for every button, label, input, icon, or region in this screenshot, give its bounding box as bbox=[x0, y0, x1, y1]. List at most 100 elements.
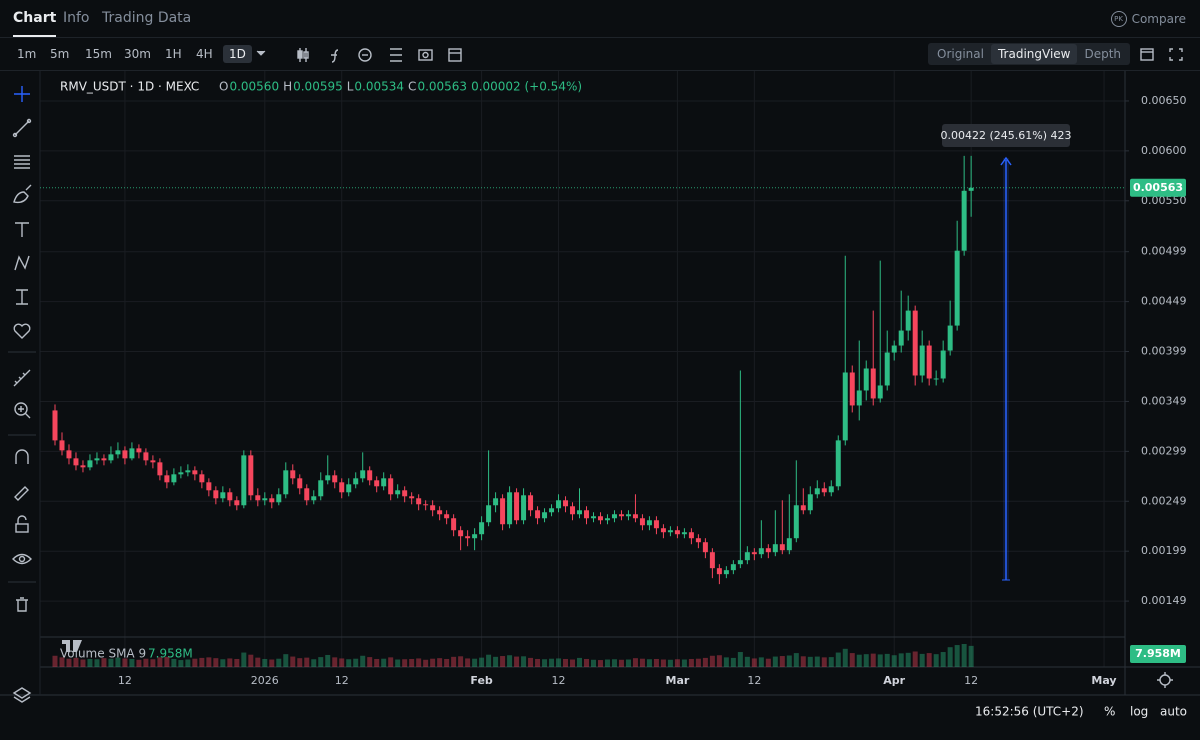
layout-icon[interactable] bbox=[1140, 48, 1154, 61]
ruler-tool[interactable] bbox=[13, 369, 31, 387]
candle-body bbox=[744, 552, 750, 561]
indicator-icon[interactable] bbox=[331, 49, 339, 63]
volume-bar bbox=[150, 659, 156, 667]
auto-option[interactable]: auto bbox=[1160, 705, 1187, 719]
volume-bar bbox=[297, 658, 303, 667]
y-tick-label: 0.00199 bbox=[1141, 544, 1187, 557]
volume-bar bbox=[108, 658, 114, 667]
candle-body bbox=[563, 500, 569, 507]
lock-tool[interactable] bbox=[15, 515, 29, 533]
screenshot-icon[interactable] bbox=[418, 49, 433, 61]
volume-bar bbox=[744, 656, 750, 667]
settings-icon[interactable] bbox=[1157, 672, 1173, 688]
volume-bar bbox=[262, 658, 268, 667]
zoom-tool[interactable] bbox=[14, 402, 31, 419]
candle-body bbox=[339, 482, 345, 493]
volume-bar bbox=[779, 656, 785, 667]
ohlc-legend: O 0.00560 H 0.00595 L 0.00534 C 0.00563 0.00002 … bbox=[219, 80, 582, 94]
candle-type-icon[interactable] bbox=[297, 48, 309, 62]
interval[interactable]: 4H bbox=[196, 47, 213, 61]
volume-bar bbox=[444, 658, 450, 667]
candle-body bbox=[947, 325, 953, 351]
volume-sma-box-label: 7.958M bbox=[1135, 647, 1181, 660]
volume-bar bbox=[584, 658, 589, 667]
text-tool[interactable] bbox=[15, 222, 29, 237]
interval[interactable]: 1D bbox=[223, 45, 252, 63]
candle-body bbox=[164, 475, 170, 483]
crosshair-tool[interactable] bbox=[14, 86, 30, 102]
interval[interactable]: 30m bbox=[124, 47, 151, 61]
visibility-tool[interactable] bbox=[12, 553, 32, 565]
favorite-tool[interactable] bbox=[13, 323, 31, 339]
volume-bar bbox=[374, 658, 380, 667]
candle-body bbox=[234, 500, 240, 506]
view[interactable]: Depth bbox=[1084, 47, 1122, 61]
interval[interactable]: 15m bbox=[85, 47, 112, 61]
volume-bar bbox=[800, 656, 806, 667]
x-tick-label: May bbox=[1091, 674, 1116, 687]
magnet-tool[interactable] bbox=[15, 449, 29, 464]
toolbar-icons bbox=[256, 48, 462, 63]
volume-bar bbox=[290, 656, 296, 667]
volume-bar bbox=[688, 658, 694, 667]
view[interactable]: TradingView bbox=[990, 44, 1078, 64]
candle-body bbox=[87, 460, 93, 468]
compare-button[interactable]: PK Compare bbox=[1110, 11, 1186, 27]
volume-bar bbox=[835, 652, 841, 667]
candle-body bbox=[905, 310, 911, 331]
fullscreen-icon[interactable] bbox=[1169, 48, 1183, 61]
volume-bar bbox=[597, 660, 603, 667]
brush-tool[interactable] bbox=[13, 184, 32, 204]
volume-bar bbox=[891, 655, 897, 667]
tab[interactable]: Trading Data bbox=[102, 10, 192, 26]
settings-list-icon[interactable] bbox=[390, 48, 402, 62]
volume-bar bbox=[220, 659, 226, 667]
volume-bar bbox=[409, 658, 415, 667]
fib-tool[interactable] bbox=[14, 155, 30, 169]
candle-body bbox=[402, 490, 408, 497]
candle-body bbox=[521, 495, 527, 521]
candle-body bbox=[122, 450, 128, 459]
view[interactable]: Original bbox=[937, 47, 984, 61]
pattern-tool[interactable] bbox=[14, 255, 30, 271]
top-tabs: Chart Info Trading Data PK Compare bbox=[0, 0, 1200, 38]
volume-bar bbox=[80, 659, 86, 667]
candle-body bbox=[695, 538, 701, 543]
volume-bar bbox=[304, 657, 310, 667]
volume-bar bbox=[136, 659, 142, 667]
volume-bar bbox=[877, 654, 883, 667]
candle-body bbox=[660, 528, 666, 533]
log-option[interactable]: log bbox=[1130, 705, 1148, 719]
candle-body bbox=[681, 532, 687, 535]
candle-body bbox=[269, 498, 275, 503]
delete-tool[interactable] bbox=[16, 597, 28, 612]
layers-tool[interactable] bbox=[12, 687, 32, 703]
tab[interactable]: Chart bbox=[13, 10, 57, 37]
candle-body bbox=[646, 520, 652, 526]
line-tool[interactable] bbox=[12, 118, 32, 138]
volume-bar bbox=[255, 657, 261, 667]
volume-bar bbox=[486, 654, 492, 667]
candle-body bbox=[486, 505, 492, 523]
interval[interactable]: 1H bbox=[165, 47, 182, 61]
calendar-icon[interactable] bbox=[448, 48, 462, 62]
volume-bar bbox=[577, 657, 583, 667]
measure-tool-icon[interactable] bbox=[16, 289, 28, 305]
tab[interactable]: Info bbox=[63, 10, 90, 26]
candle-body bbox=[262, 498, 268, 501]
window-icons bbox=[1140, 48, 1183, 61]
percent-option[interactable]: % bbox=[1104, 705, 1115, 719]
draw-lock-tool[interactable] bbox=[14, 486, 29, 501]
candle-body bbox=[584, 510, 589, 519]
interval[interactable]: 1m bbox=[17, 47, 37, 61]
more-intervals[interactable] bbox=[256, 50, 266, 56]
interval[interactable]: 5m bbox=[50, 47, 70, 61]
template-icon[interactable] bbox=[358, 48, 372, 62]
volume-bar bbox=[59, 657, 65, 667]
volume-bar bbox=[842, 648, 848, 667]
x-tick-label: Apr bbox=[883, 674, 905, 687]
volume-bar bbox=[458, 656, 464, 667]
last-price-label: 0.00563 bbox=[1133, 181, 1183, 194]
candle-body bbox=[157, 462, 163, 476]
